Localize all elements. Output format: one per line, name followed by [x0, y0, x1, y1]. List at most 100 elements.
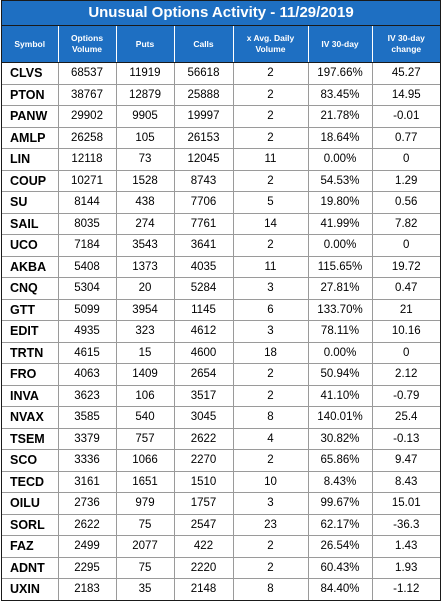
iv-30-day-cell: 83.45% — [307, 83, 373, 106]
symbol-cell: INVA — [2, 384, 59, 407]
iv-30-day-change-cell: 0.56 — [371, 191, 440, 214]
table-title: Unusual Options Activity - 11/29/2019 — [2, 1, 440, 26]
calls-cell: 2547 — [173, 513, 234, 536]
puts-cell: 73 — [115, 148, 175, 171]
table-row: PTON 38767 12879 25888 2 83.45% 14.95 — [2, 83, 440, 106]
calls-cell: 4612 — [173, 320, 234, 343]
table-row: SU 8144 438 7706 5 19.80% 0.56 — [2, 191, 440, 214]
iv-30-day-cell: 84.40% — [307, 578, 373, 600]
symbol-cell: TRTN — [2, 341, 59, 364]
options-volume-cell: 4615 — [57, 341, 117, 364]
table-row: EDIT 4935 323 4612 3 78.11% 10.16 — [2, 320, 440, 343]
calls-cell: 19997 — [173, 105, 234, 128]
avg-daily-volume-cell: 11 — [232, 148, 309, 171]
calls-cell: 26153 — [173, 126, 234, 149]
symbol-cell: PANW — [2, 105, 59, 128]
avg-daily-volume-cell: 8 — [232, 578, 309, 600]
iv-30-day-cell: 50.94% — [307, 363, 373, 386]
iv-30-day-change-cell: 10.16 — [371, 320, 440, 343]
options-volume-cell: 7184 — [57, 234, 117, 257]
puts-cell: 438 — [115, 191, 175, 214]
iv-30-day-cell: 18.64% — [307, 126, 373, 149]
symbol-cell: AMLP — [2, 126, 59, 149]
avg-daily-volume-cell: 2 — [232, 449, 309, 472]
table-row: SORL 2622 75 2547 23 62.17% -36.3 — [2, 513, 440, 536]
header-options-volume: Options Volume — [58, 26, 117, 63]
avg-daily-volume-cell: 5 — [232, 191, 309, 214]
puts-cell: 15 — [115, 341, 175, 364]
puts-cell: 35 — [115, 578, 175, 600]
table-row: FRO 4063 1409 2654 2 50.94% 2.12 — [2, 363, 440, 386]
table-row: CNQ 5304 20 5284 3 27.81% 0.47 — [2, 277, 440, 300]
iv-30-day-change-cell: 8.43 — [371, 470, 440, 493]
iv-30-day-cell: 140.01% — [307, 406, 373, 429]
avg-daily-volume-cell: 14 — [232, 212, 309, 235]
symbol-cell: FAZ — [2, 535, 59, 558]
calls-cell: 2270 — [173, 449, 234, 472]
symbol-cell: PTON — [2, 83, 59, 106]
iv-30-day-change-cell: 14.95 — [371, 83, 440, 106]
avg-daily-volume-cell: 2 — [232, 384, 309, 407]
iv-30-day-cell: 115.65% — [307, 255, 373, 278]
puts-cell: 979 — [115, 492, 175, 515]
iv-30-day-change-cell: 7.82 — [371, 212, 440, 235]
calls-cell: 3641 — [173, 234, 234, 257]
puts-cell: 3543 — [115, 234, 175, 257]
options-volume-cell: 3585 — [57, 406, 117, 429]
options-volume-cell: 8144 — [57, 191, 117, 214]
table-row: COUP 10271 1528 8743 2 54.53% 1.29 — [2, 169, 440, 192]
table-row: AKBA 5408 1373 4035 11 115.65% 19.72 — [2, 255, 440, 278]
iv-30-day-cell: 65.86% — [307, 449, 373, 472]
avg-daily-volume-cell: 4 — [232, 427, 309, 450]
table-row: PANW 29902 9905 19997 2 21.78% -0.01 — [2, 105, 440, 128]
calls-cell: 25888 — [173, 83, 234, 106]
table-row: FAZ 2499 2077 422 2 26.54% 1.43 — [2, 535, 440, 558]
options-volume-cell: 3379 — [57, 427, 117, 450]
options-volume-cell: 26258 — [57, 126, 117, 149]
calls-cell: 3045 — [173, 406, 234, 429]
options-volume-cell: 2622 — [57, 513, 117, 536]
puts-cell: 106 — [115, 384, 175, 407]
iv-30-day-cell: 41.10% — [307, 384, 373, 407]
symbol-cell: EDIT — [2, 320, 59, 343]
symbol-cell: COUP — [2, 169, 59, 192]
calls-cell: 3517 — [173, 384, 234, 407]
calls-cell: 1510 — [173, 470, 234, 493]
options-volume-cell: 38767 — [57, 83, 117, 106]
table-row: SAIL 8035 274 7761 14 41.99% 7.82 — [2, 212, 440, 235]
header-iv-30-day: IV 30-day — [308, 26, 373, 63]
symbol-cell: ADNT — [2, 556, 59, 579]
iv-30-day-change-cell: -36.3 — [371, 513, 440, 536]
symbol-cell: SAIL — [2, 212, 59, 235]
puts-cell: 323 — [115, 320, 175, 343]
iv-30-day-change-cell: 21 — [371, 298, 440, 321]
iv-30-day-cell: 30.82% — [307, 427, 373, 450]
symbol-cell: CLVS — [2, 62, 59, 85]
iv-30-day-change-cell: 1.29 — [371, 169, 440, 192]
table-body: CLVS 68537 11919 56618 2 197.66% 45.27 PTON 3876… — [2, 62, 440, 600]
iv-30-day-cell: 197.66% — [307, 62, 373, 85]
symbol-cell: GTT — [2, 298, 59, 321]
iv-30-day-cell: 0.00% — [307, 148, 373, 171]
iv-30-day-cell: 41.99% — [307, 212, 373, 235]
calls-cell: 56618 — [173, 62, 234, 85]
avg-daily-volume-cell: 6 — [232, 298, 309, 321]
table-row: GTT 5099 3954 1145 6 133.70% 21 — [2, 298, 440, 321]
iv-30-day-cell: 8.43% — [307, 470, 373, 493]
iv-30-day-change-cell: -0.13 — [371, 427, 440, 450]
puts-cell: 757 — [115, 427, 175, 450]
puts-cell: 1528 — [115, 169, 175, 192]
avg-daily-volume-cell: 2 — [232, 126, 309, 149]
iv-30-day-change-cell: 2.12 — [371, 363, 440, 386]
iv-30-day-change-cell: 0 — [371, 148, 440, 171]
avg-daily-volume-cell: 2 — [232, 83, 309, 106]
iv-30-day-change-cell: 0 — [371, 341, 440, 364]
avg-daily-volume-cell: 18 — [232, 341, 309, 364]
table-row: UCO 7184 3543 3641 2 0.00% 0 — [2, 234, 440, 257]
options-volume-cell: 3161 — [57, 470, 117, 493]
options-volume-cell: 2295 — [57, 556, 117, 579]
table-row: TRTN 4615 15 4600 18 0.00% 0 — [2, 341, 440, 364]
table-row: SCO 3336 1066 2270 2 65.86% 9.47 — [2, 449, 440, 472]
header-symbol: Symbol — [2, 26, 59, 63]
iv-30-day-cell: 99.67% — [307, 492, 373, 515]
